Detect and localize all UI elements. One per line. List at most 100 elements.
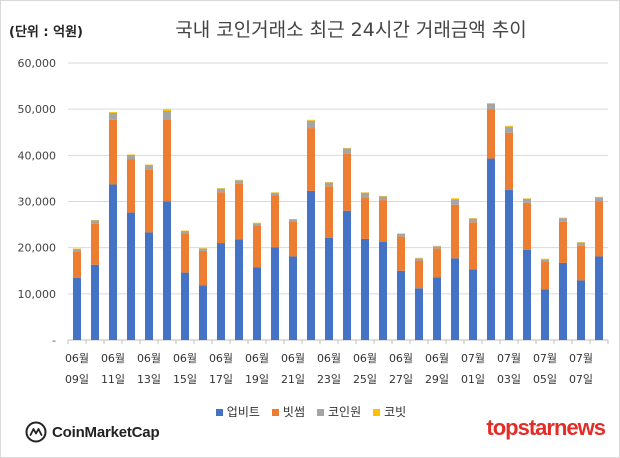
bar-segment [91, 220, 99, 224]
bar-segment [361, 192, 369, 198]
bar-segment [523, 249, 531, 340]
bar-segment [73, 249, 81, 252]
bar-segment [325, 237, 333, 340]
bar-segment [379, 241, 387, 340]
bar-segment [235, 183, 243, 240]
bar-segment [73, 251, 81, 278]
bar-segment [127, 154, 135, 160]
x-tick-label-month: 06월 [389, 352, 413, 365]
coinmarketcap-icon [25, 421, 47, 443]
y-tick-label: - [52, 334, 56, 347]
x-tick-label-day: 15일 [173, 372, 197, 386]
bar-segment [361, 238, 369, 340]
bar-segment [541, 261, 549, 290]
legend-label: 빗썸 [282, 405, 305, 419]
bar-segment [505, 126, 513, 133]
bar-segment [271, 195, 279, 248]
bar-segment [109, 111, 117, 113]
y-tick-label: 30,000 [18, 196, 57, 209]
bar-segment [505, 132, 513, 190]
legend-label: 업비트 [226, 405, 260, 419]
bar-segment [289, 256, 297, 340]
bar-segment [379, 196, 387, 201]
x-tick-label-day: 19일 [245, 372, 269, 386]
bar-segment [217, 188, 225, 193]
bar-segment [595, 197, 603, 202]
x-tick-label-month: 07월 [461, 352, 485, 365]
bar-segment [505, 189, 513, 340]
chart-svg: - 10,000 20,000 30,000 40,000 50,000 60,000 06월… [18, 57, 609, 386]
bar-segment [487, 158, 495, 340]
bar-segment [397, 233, 405, 237]
x-tick-label-month: 06월 [353, 352, 377, 365]
legend-label: 코인원 [328, 405, 362, 419]
legend-swatch [317, 409, 324, 416]
x-tick-label-day: 21일 [281, 372, 305, 386]
bar-segment [109, 112, 117, 120]
bar-segment [199, 250, 207, 286]
legend-swatch [373, 409, 381, 416]
bar-segment [541, 289, 549, 340]
coinmarketcap-text: CoinMarketCap [52, 423, 160, 441]
bar-segment [415, 288, 423, 340]
bar-segment [181, 231, 189, 234]
bar-segment [289, 219, 297, 222]
bar-segment [307, 190, 315, 340]
bar-segment [523, 202, 531, 250]
bar-segment [541, 259, 549, 262]
bar-segment [415, 258, 423, 261]
bar-segment [127, 212, 135, 340]
bar-segment [91, 264, 99, 340]
bar-segment [415, 260, 423, 289]
bar-segment [253, 267, 261, 340]
bar-segment [325, 182, 333, 187]
bar-segment [433, 277, 441, 340]
x-tick-label-day: 07일 [569, 372, 593, 386]
x-tick-label-day: 25일 [353, 372, 377, 386]
legend-item: 코빗 [373, 403, 406, 420]
topstarnews-logo: topstarnews [486, 415, 606, 440]
bar-segment [433, 248, 441, 278]
x-tick-label-month: 06월 [209, 352, 233, 365]
bar-segment [523, 198, 531, 203]
bar-segment [469, 269, 477, 340]
bar-segment [307, 128, 315, 191]
bar-segment [325, 186, 333, 238]
bar-segment [343, 153, 351, 211]
x-tick-label-day: 23일 [317, 372, 341, 386]
legend-label: 코빗 [384, 405, 407, 419]
y-tick-label: 20,000 [18, 242, 57, 255]
bar-segment [91, 223, 99, 265]
legend-item: 빗썸 [271, 403, 305, 420]
bar-segment [397, 236, 405, 271]
bar-segment [307, 120, 315, 129]
y-tick-label: 10,000 [18, 288, 57, 301]
bar-segment [487, 103, 495, 110]
bar-segment [469, 218, 477, 223]
legend-swatch [271, 409, 279, 416]
bar-segment [559, 218, 567, 222]
bar-segment [145, 232, 153, 340]
x-tick-label-month: 06월 [245, 352, 269, 365]
bar-segment [145, 165, 153, 170]
unit-label: (단위 : 억원) [9, 25, 83, 40]
x-tick-label-day: 17일 [209, 372, 233, 386]
x-tick-label-month: 06월 [101, 352, 125, 365]
bar-segment [271, 247, 279, 340]
bar-segment [505, 125, 513, 127]
bar-segment [451, 198, 459, 200]
bar-segment [595, 201, 603, 257]
x-tick-label-month: 06월 [173, 352, 197, 365]
x-tick-label-month: 06월 [317, 352, 341, 365]
bar-segment [127, 159, 135, 213]
bar-segment [595, 256, 603, 340]
bar-segment [109, 119, 117, 185]
x-tick-label-day: 03일 [497, 372, 521, 386]
bar-segment [361, 197, 369, 239]
bar-segment [307, 119, 315, 121]
bar-segment [379, 200, 387, 242]
x-tick-label-month: 07월 [497, 352, 521, 365]
x-tick-label-day: 11일 [101, 372, 125, 386]
bar-segment [217, 243, 225, 340]
